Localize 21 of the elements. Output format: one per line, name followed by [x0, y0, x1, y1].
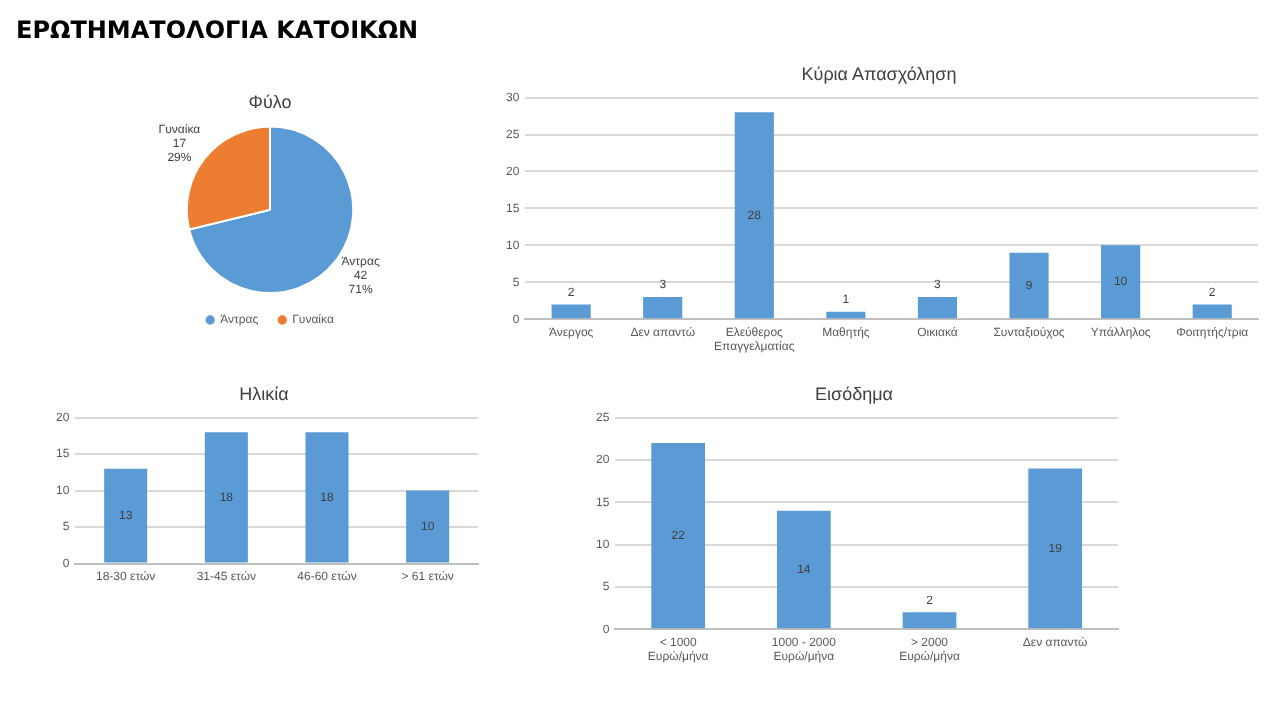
chart-title: Ηλικία [239, 383, 289, 404]
bar [104, 468, 148, 563]
bar [776, 510, 831, 629]
bar [902, 612, 957, 629]
bar [826, 311, 866, 319]
bar [204, 432, 248, 563]
chart-title: Κύρια Απασχόληση [801, 63, 957, 84]
bar [1192, 304, 1232, 319]
bar [406, 490, 450, 563]
bar [1101, 245, 1141, 319]
bar [643, 297, 683, 319]
chart-title: Εισόδημα [815, 383, 893, 404]
bar [1028, 468, 1083, 629]
bar [734, 112, 774, 319]
bar [551, 304, 591, 319]
bar [1009, 252, 1049, 319]
bar [651, 442, 706, 629]
bar [305, 432, 349, 563]
text: ΕΡΩΤΗΜΑΤΟΛΟΓΙΑ ΚΑΤΟΙΚΩΝ [16, 16, 419, 44]
bar [917, 297, 958, 319]
chart-title: Φύλο [248, 91, 292, 112]
